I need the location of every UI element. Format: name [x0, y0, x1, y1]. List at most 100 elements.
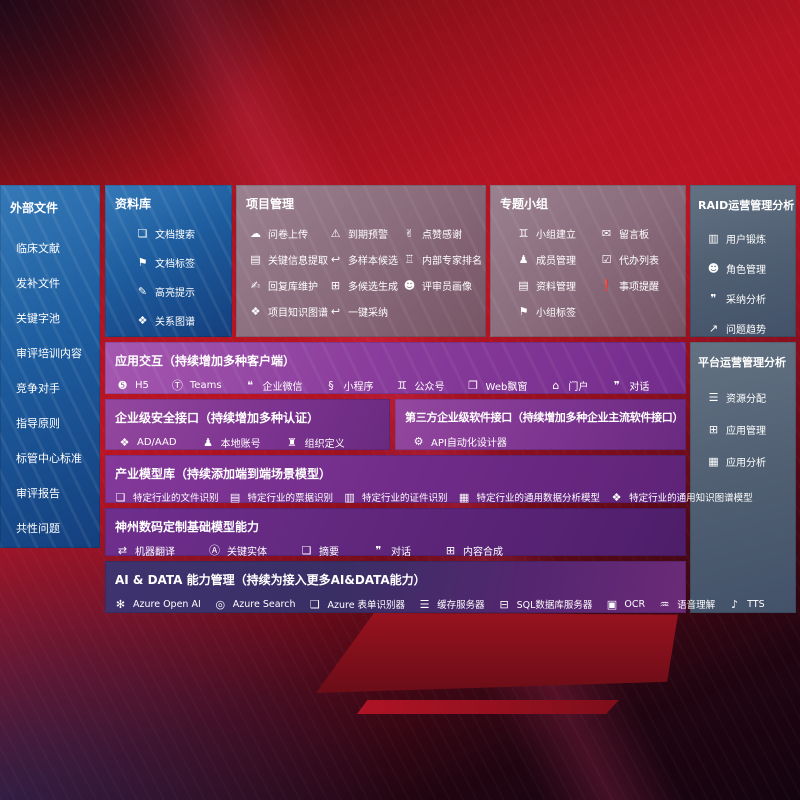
write-icon: ✍ — [250, 278, 261, 292]
reply-arrow-icon: ↩ — [330, 304, 341, 318]
sidebar-item: 竞争对手 — [16, 382, 60, 395]
panel-base-model-capability: 神州数码定制基础模型能力 ⇄ 机器翻译 Ⓐ 关键实体 ❏ 摘要 — [105, 508, 686, 558]
person-add-icon: ♟ — [518, 252, 529, 266]
platform-list: ☰ 资源分配 ⊞ 应用管理 ▦ 应用分析 — [690, 370, 796, 469]
ocr-icon: ▣ — [606, 597, 618, 611]
panel-title: 外部文件 — [10, 201, 59, 215]
multi-candidate-generate: ⊞ 多候选生成 — [328, 272, 402, 298]
key-entity: Ⓐ 关键实体 — [209, 544, 267, 558]
portal-icon: ⌂ — [552, 379, 560, 392]
questionnaire-upload: ☁ 问卷上传 — [250, 226, 308, 241]
industry-data-analysis-model: ▦ 特定行业的通用数据分析模型 — [457, 490, 600, 505]
panel-title: 产业模型库（持续添加端到端场景模型） — [115, 467, 332, 481]
todo-list: ☑ 代办列表 — [599, 246, 682, 272]
panel-title: 神州数码定制基础模型能力 — [115, 520, 260, 534]
member-manage: ♟ 成员管理 — [516, 246, 599, 272]
industry-file-recognition: ❏ 特定行业的文件识别 — [113, 490, 219, 505]
teams-icon: Ⓣ — [171, 379, 183, 392]
panel-title: 资料库 — [115, 197, 152, 211]
dialog: ❞ 对话 — [609, 378, 649, 393]
one-click-adopt: ↩ 一键采纳 — [328, 298, 402, 324]
dialog-icon: ❞ — [613, 379, 620, 392]
doc-extract-icon: ▤ — [250, 252, 261, 266]
content-synthesis: ⊞ 内容合成 — [443, 543, 503, 558]
red-decor-shape — [316, 613, 678, 693]
gear-icon: ⚙ — [413, 435, 424, 448]
ad-aad: ❖ AD/AAD — [117, 435, 177, 450]
sidebar-item: 临床文献 — [16, 242, 60, 255]
panel-external-files: 外部文件 临床文献 发补文件 关键字池 审评培训内容 竞争对手 指导原则 标管中心标准 审评报… — [0, 185, 100, 548]
reviewer-profile: ☻ 评审员画像 — [403, 278, 472, 293]
tag-icon: ⚑ — [137, 256, 148, 269]
qa-chat-icon: ❞ — [710, 292, 717, 305]
groups-list: ♊ 小组建立 ♟ 成员管理 ▤ 资料管理 ⚑ 小组标签 — [490, 212, 686, 332]
search-icon: ◎ — [215, 597, 226, 611]
podium-icon: ♖ — [404, 252, 415, 266]
industry-invoice-recognition: ▤ 特定行业的票据识别 — [228, 490, 333, 505]
app-manage: ⊞ 应用管理 — [706, 422, 796, 437]
azure-search: ◎ Azure Search — [213, 597, 295, 611]
people-icon: ♊ — [397, 379, 407, 392]
key-info-extract: ▤ 关键信息提取 — [248, 246, 328, 272]
panel-project-management: 项目管理 ☁ 问卷上传 ▤ 关键信息提取 ✍ 回复库维护 — [236, 185, 486, 337]
bbs-icon: ✉ — [601, 226, 612, 240]
window-icon: ❐ — [468, 379, 478, 392]
azure-openai: ✻ Azure Open AI — [113, 597, 201, 611]
person-icon: ☻ — [403, 278, 416, 292]
thirdparty-list: ⚙ API自动化设计器 — [395, 425, 686, 449]
person-icon: ♟ — [203, 436, 214, 449]
people-icon: ☻ — [707, 262, 720, 275]
panel-ai-data-capability: AI & DATA 能力管理（持续为接入更多AI&DATA能力） ✻ Azure… — [105, 561, 765, 613]
translate-icon: ⇄ — [117, 544, 128, 557]
sidebar-item: 指导原则 — [16, 417, 60, 430]
sidebar-item: 审评培训内容 — [16, 347, 82, 360]
material-manage: ▤ 资料管理 — [516, 272, 599, 298]
sidebar-item: 标管中心标准 — [16, 452, 82, 465]
panel-title: AI & DATA 能力管理（持续为接入更多AI&DATA能力） — [115, 573, 426, 587]
official-account: ♊ 公众号 — [395, 378, 444, 393]
clipboard-icon: ☑ — [601, 252, 612, 266]
speech-understanding: ♒ 语音理解 — [657, 597, 715, 612]
panel-app-interaction: 应用交互（持续增加多种客户端） ❺ H5 Ⓣ Teams ❝ 企业微信 — [105, 342, 686, 394]
user-training: ▥ 用户锻炼 — [706, 231, 796, 246]
html5-icon: ❺ — [117, 379, 128, 392]
wechat-work: ❝ 企业微信 — [243, 378, 302, 393]
raid-list: ▥ 用户锻炼 ☻ 角色管理 ❞ 采纳分析 ↗ 问题趋势 — [690, 213, 796, 336]
resource-alloc: ☰ 资源分配 — [706, 390, 796, 405]
panel-topic-groups: 专题小组 ♊ 小组建立 ♟ 成员管理 ▤ 资料管理 ⚑ — [490, 185, 686, 337]
interaction-list: ❺ H5 Ⓣ Teams ❝ 企业微信 § 小程序 — [105, 369, 686, 393]
sidebar-item: 发补文件 — [16, 277, 60, 290]
chat-bubble-icon: ❝ — [247, 379, 253, 392]
relation-graph: ❖ 关系图谱 — [135, 313, 232, 328]
panel-title: 第三方企业级软件接口（持续增加多种企业主流软件接口） — [405, 411, 684, 424]
panel-thirdparty-software-api: 第三方企业级软件接口（持续增加多种企业主流软件接口） ⚙ API自动化设计器 — [395, 399, 686, 450]
doc-icon: ❏ — [115, 490, 126, 504]
h5: ❺ H5 — [115, 378, 149, 393]
azure-form-recognizer: ❑ Azure 表单识别器 — [307, 597, 405, 612]
adoption-analysis: ❞ 采纳分析 — [706, 291, 796, 306]
panel-industry-model-library: 产业模型库（持续添加端到端场景模型） ❏ 特定行业的文件识别 ▤ 特定行业的票据… — [105, 455, 753, 505]
issue-trend: ↗ 问题趋势 — [706, 321, 796, 336]
reply-lib-maintain: ✍ 回复库维护 — [248, 272, 328, 298]
folder-image-icon: ▤ — [518, 278, 529, 292]
server-icon: ☰ — [419, 597, 430, 611]
voice-icon: ♒ — [659, 597, 670, 611]
project-knowledge-graph: ❖ 项目知识图谱 — [248, 298, 328, 324]
portal: ⌂ 门户 — [548, 378, 588, 393]
panel-platform-analysis: 平台运营管理分析 ☰ 资源分配 ⊞ 应用管理 ▦ 应用分析 — [690, 342, 796, 613]
cloud-upload-icon: ☁ — [250, 226, 261, 240]
api-auto-designer: ⚙ API自动化设计器 — [411, 434, 507, 449]
people-icon: ♊ — [518, 226, 529, 240]
panel-library: 资料库 ❏ 文档搜索 ⚑ 文档标签 ✎ 高亮提示 ❖ — [105, 185, 232, 357]
industry-knowledge-graph-model: ❖ 特定行业的通用知识图谱模型 — [609, 490, 753, 505]
group-tag: ⚑ 小组标签 — [516, 298, 599, 324]
panel-title: 应用交互（持续增加多种客户端） — [115, 354, 296, 368]
message-board: ✉ 留言板 — [599, 220, 682, 246]
database-icon: ⊟ — [499, 597, 509, 611]
library-list: ❏ 文档搜索 ⚑ 文档标签 ✎ 高亮提示 ❖ 关系图谱 — [105, 212, 232, 357]
miniprogram: § 小程序 — [324, 378, 373, 393]
sidebar-item: 审评报告 — [16, 487, 60, 500]
panel-title: 企业级安全接口（持续增加多种认证） — [115, 411, 320, 425]
org-define: ♜ 组织定义 — [285, 435, 344, 450]
due-alert: ⚠ 到期预警 — [328, 220, 402, 246]
